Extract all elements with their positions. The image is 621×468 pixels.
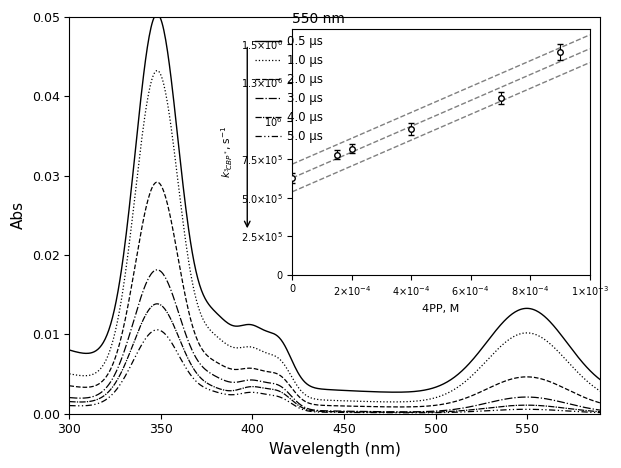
5.0 μs: [142, 336, 149, 342]
Line: 0.5 μs: 0.5 μs: [70, 14, 601, 392]
5.0 μs: [343, 410, 351, 415]
5.0 μs: [476, 408, 484, 414]
1.0 μs: [203, 323, 211, 329]
3.0 μs: [597, 407, 604, 413]
4.0 μs: [476, 406, 484, 412]
3.0 μs: [553, 398, 561, 404]
3.0 μs: [476, 402, 484, 408]
Line: 4.0 μs: 4.0 μs: [70, 304, 601, 412]
Y-axis label: Abs: Abs: [11, 201, 26, 229]
4.0 μs: [343, 409, 351, 415]
2.0 μs: [396, 404, 403, 410]
5.0 μs: [409, 410, 417, 416]
0.5 μs: [203, 299, 211, 305]
4.0 μs: [406, 410, 414, 415]
4.0 μs: [553, 404, 561, 410]
X-axis label: Wavelength (nm): Wavelength (nm): [269, 442, 401, 457]
0.5 μs: [476, 348, 484, 353]
5.0 μs: [153, 327, 161, 333]
4.0 μs: [66, 399, 73, 404]
0.5 μs: [343, 388, 351, 394]
3.0 μs: [153, 267, 161, 273]
Line: 1.0 μs: 1.0 μs: [70, 71, 601, 402]
3.0 μs: [142, 282, 149, 288]
4.0 μs: [153, 301, 161, 307]
5.0 μs: [560, 408, 568, 414]
2.0 μs: [66, 383, 73, 388]
1.0 μs: [153, 68, 161, 73]
2.0 μs: [343, 403, 351, 409]
4.0 μs: [597, 409, 604, 415]
Line: 3.0 μs: 3.0 μs: [70, 270, 601, 412]
0.5 μs: [597, 377, 604, 382]
0.5 μs: [392, 389, 399, 395]
1.0 μs: [142, 109, 149, 115]
1.0 μs: [389, 399, 397, 405]
Line: 5.0 μs: 5.0 μs: [70, 330, 601, 413]
2.0 μs: [476, 389, 484, 395]
1.0 μs: [476, 365, 484, 370]
3.0 μs: [401, 409, 408, 415]
5.0 μs: [66, 403, 73, 409]
1.0 μs: [66, 371, 73, 377]
3.0 μs: [203, 368, 211, 373]
Legend: 0.5 μs, 1.0 μs, 2.0 μs, 3.0 μs, 4.0 μs, 5.0 μs: 0.5 μs, 1.0 μs, 2.0 μs, 3.0 μs, 4.0 μs, …: [250, 31, 328, 147]
1.0 μs: [560, 354, 568, 360]
3.0 μs: [66, 395, 73, 401]
1.0 μs: [597, 388, 604, 394]
0.5 μs: [66, 347, 73, 353]
5.0 μs: [597, 410, 604, 416]
2.0 μs: [597, 400, 604, 406]
2.0 μs: [560, 385, 568, 391]
1.0 μs: [553, 348, 561, 353]
5.0 μs: [203, 386, 211, 392]
2.0 μs: [553, 382, 561, 388]
1.0 μs: [343, 398, 351, 404]
0.5 μs: [560, 336, 568, 341]
2.0 μs: [142, 207, 149, 212]
2.0 μs: [153, 179, 161, 185]
2.0 μs: [203, 352, 211, 358]
0.5 μs: [153, 11, 161, 17]
4.0 μs: [142, 313, 149, 318]
5.0 μs: [553, 408, 561, 413]
0.5 μs: [142, 57, 149, 63]
3.0 μs: [343, 409, 351, 414]
4.0 μs: [560, 405, 568, 411]
4.0 μs: [203, 380, 211, 386]
0.5 μs: [553, 327, 561, 333]
Line: 2.0 μs: 2.0 μs: [70, 182, 601, 407]
3.0 μs: [560, 400, 568, 405]
